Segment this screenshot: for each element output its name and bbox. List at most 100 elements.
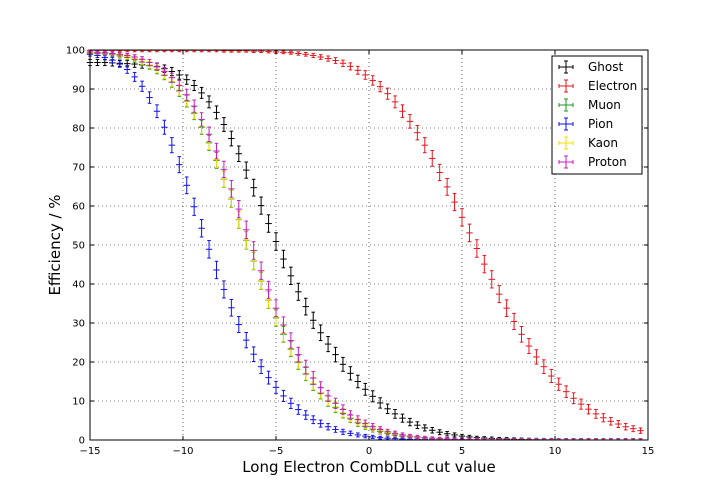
legend-label: Proton xyxy=(588,155,627,169)
data-point xyxy=(339,59,347,67)
y-tick-label: 0 xyxy=(79,436,85,447)
data-point xyxy=(205,126,213,142)
y-tick-label: 90 xyxy=(72,85,85,96)
legend-label: Kaon xyxy=(588,136,618,150)
data-point xyxy=(317,324,324,342)
data-point xyxy=(168,72,176,83)
data-point xyxy=(190,197,198,216)
y-axis-label: Efficiency / % xyxy=(46,194,64,295)
x-tick-label: −10 xyxy=(172,446,193,457)
data-point xyxy=(376,426,384,433)
data-point xyxy=(421,424,429,432)
data-point xyxy=(183,176,190,195)
data-point xyxy=(243,220,250,240)
data-point xyxy=(183,88,190,101)
y-tick-label: 20 xyxy=(72,358,85,369)
data-point xyxy=(473,239,481,258)
data-point xyxy=(540,359,548,375)
data-point xyxy=(280,249,287,269)
data-point xyxy=(436,429,443,436)
data-point xyxy=(250,241,257,260)
data-point xyxy=(146,91,153,104)
data-point xyxy=(637,427,644,434)
data-point xyxy=(548,369,555,384)
data-point xyxy=(510,312,518,331)
data-point xyxy=(451,193,458,212)
data-point xyxy=(466,223,473,243)
data-point xyxy=(317,419,324,428)
data-point xyxy=(369,434,376,439)
data-point xyxy=(213,142,220,160)
data-point xyxy=(257,261,265,280)
data-point xyxy=(131,54,138,60)
data-point xyxy=(339,428,347,435)
data-point xyxy=(332,346,339,363)
data-point xyxy=(376,81,384,93)
data-point xyxy=(272,232,280,251)
data-point xyxy=(257,196,265,215)
data-point xyxy=(518,326,525,343)
data-point xyxy=(525,338,533,355)
data-point xyxy=(153,62,161,71)
data-point xyxy=(332,426,339,433)
data-point xyxy=(287,397,295,409)
x-tick-label: 0 xyxy=(366,446,372,457)
y-tick-label: 60 xyxy=(72,202,85,213)
data-point xyxy=(220,117,228,132)
data-point xyxy=(406,114,414,129)
data-point xyxy=(317,54,324,60)
data-point xyxy=(339,356,347,372)
data-point xyxy=(235,316,243,334)
data-point xyxy=(190,79,198,92)
x-tick-label: 10 xyxy=(549,446,562,457)
legend-box xyxy=(551,55,643,175)
data-point xyxy=(362,70,369,80)
data-point xyxy=(183,74,190,85)
data-point xyxy=(295,346,302,363)
data-point xyxy=(302,359,309,375)
data-point xyxy=(406,417,414,427)
data-point xyxy=(399,432,406,438)
x-tick-label: −5 xyxy=(269,446,284,457)
data-point xyxy=(295,51,302,56)
data-point xyxy=(555,377,562,391)
data-point xyxy=(109,51,116,56)
data-point xyxy=(347,366,354,381)
data-point xyxy=(362,419,369,428)
data-point xyxy=(161,119,168,135)
data-point xyxy=(250,178,257,197)
data-point xyxy=(324,336,332,353)
data-point xyxy=(205,95,213,109)
legend-label: Muon xyxy=(588,98,621,112)
data-point xyxy=(347,430,354,437)
data-point xyxy=(131,71,138,82)
data-point xyxy=(116,60,123,68)
data-point xyxy=(376,397,384,409)
data-point xyxy=(607,417,615,426)
data-point xyxy=(369,390,376,403)
data-point xyxy=(176,156,183,174)
data-point xyxy=(272,380,280,394)
data-point xyxy=(577,398,585,410)
data-point xyxy=(443,431,451,437)
legend-item: Pion xyxy=(558,117,613,131)
data-point xyxy=(280,316,287,334)
data-point xyxy=(347,62,354,71)
grid-lines xyxy=(90,50,648,440)
y-tick-label: 40 xyxy=(72,280,85,291)
data-point xyxy=(309,415,317,425)
data-point xyxy=(362,382,369,396)
data-point xyxy=(220,280,228,299)
y-tick-label: 80 xyxy=(72,124,85,135)
data-point xyxy=(228,298,235,317)
data-point xyxy=(429,427,436,434)
data-point xyxy=(205,240,213,259)
data-point xyxy=(123,65,131,74)
data-point xyxy=(429,150,436,167)
data-point xyxy=(324,389,332,402)
data-point xyxy=(443,178,451,196)
data-point xyxy=(243,332,250,349)
data-point xyxy=(414,125,421,141)
y-tick-label: 100 xyxy=(66,46,85,57)
data-point xyxy=(176,79,183,92)
